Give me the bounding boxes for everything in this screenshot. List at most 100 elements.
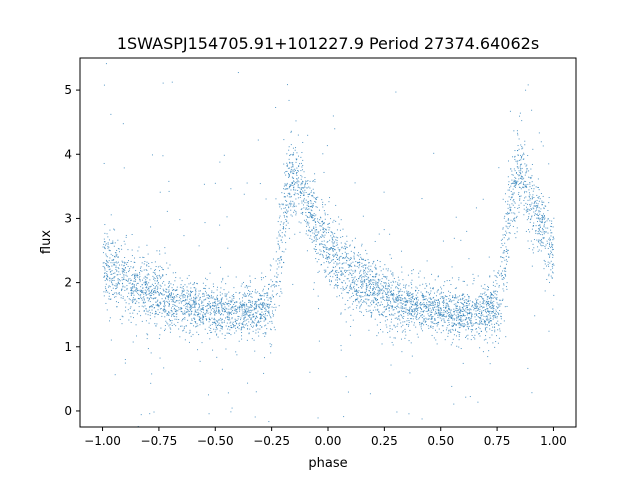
scatter-point: [323, 210, 325, 212]
scatter-point: [315, 234, 317, 236]
scatter-point: [329, 284, 331, 286]
scatter-point: [493, 291, 495, 293]
scatter-point: [407, 274, 409, 276]
scatter-point: [366, 303, 368, 305]
scatter-point: [340, 219, 342, 221]
scatter-point: [204, 299, 206, 301]
scatter-point: [416, 287, 418, 289]
scatter-point: [381, 293, 383, 295]
scatter-point: [396, 317, 398, 319]
scatter-point: [316, 229, 318, 231]
scatter-point: [408, 321, 410, 323]
scatter-point: [216, 296, 218, 298]
scatter-point: [502, 276, 504, 278]
scatter-point: [544, 263, 546, 265]
scatter-point: [460, 348, 462, 350]
scatter-point: [293, 186, 295, 188]
scatter-point: [112, 240, 114, 242]
scatter-point: [490, 299, 492, 301]
scatter-point: [237, 318, 239, 320]
scatter-point: [169, 294, 171, 296]
scatter-point: [403, 298, 405, 300]
scatter-point: [484, 294, 486, 296]
scatter-point: [110, 280, 112, 282]
scatter-point: [249, 300, 251, 302]
scatter-point: [352, 287, 354, 289]
scatter-point: [295, 173, 297, 175]
scatter-point: [410, 301, 412, 303]
scatter-point: [327, 273, 329, 275]
scatter-point: [153, 278, 155, 280]
scatter-point: [295, 198, 297, 200]
scatter-point: [138, 306, 140, 308]
scatter-point: [278, 285, 280, 287]
scatter-point: [233, 325, 235, 327]
scatter-point: [345, 253, 347, 255]
scatter-point: [285, 204, 287, 206]
scatter-point: [480, 296, 482, 298]
scatter-point: [115, 268, 117, 270]
scatter-point: [255, 305, 257, 307]
scatter-point: [523, 180, 525, 182]
scatter-point: [350, 265, 352, 267]
scatter-point: [181, 293, 183, 295]
scatter-point: [144, 284, 146, 286]
scatter-point: [402, 303, 404, 305]
scatter-point: [459, 306, 461, 308]
scatter-point: [478, 312, 480, 314]
scatter-point: [245, 295, 247, 297]
scatter-point: [314, 237, 316, 239]
scatter-point: [325, 257, 327, 259]
scatter-point: [514, 176, 516, 178]
scatter-point: [438, 315, 440, 317]
scatter-point: [507, 203, 509, 205]
scatter-point: [160, 327, 162, 329]
scatter-point: [193, 282, 195, 284]
scatter-point: [438, 302, 440, 304]
scatter-point: [481, 310, 483, 312]
scatter-point: [348, 259, 350, 261]
scatter-point: [280, 208, 282, 210]
scatter-point: [134, 290, 136, 292]
scatter-point: [146, 286, 148, 288]
scatter-point: [132, 293, 134, 295]
scatter-point: [327, 266, 329, 268]
scatter-point: [538, 215, 540, 217]
scatter-point: [193, 317, 195, 319]
scatter-point: [382, 268, 384, 270]
scatter-point: [495, 341, 497, 343]
scatter-point: [227, 275, 229, 277]
scatter-point: [465, 396, 467, 398]
scatter-point: [207, 303, 209, 305]
scatter-point: [490, 317, 492, 319]
scatter-point: [405, 303, 407, 305]
scatter-point: [400, 294, 402, 296]
scatter-point: [393, 324, 395, 326]
scatter-point: [548, 163, 550, 165]
scatter-point: [354, 300, 356, 302]
scatter-point: [517, 132, 519, 134]
scatter-point: [134, 299, 136, 301]
scatter-point: [424, 303, 426, 305]
scatter-point: [278, 305, 280, 307]
scatter-point: [202, 308, 204, 310]
scatter-point: [473, 309, 475, 311]
scatter-point: [167, 297, 169, 299]
scatter-point: [407, 294, 409, 296]
scatter-point: [289, 161, 291, 163]
scatter-point: [455, 295, 457, 297]
scatter-point: [117, 239, 119, 241]
scatter-point: [381, 289, 383, 291]
scatter-point: [194, 314, 196, 316]
scatter-point: [421, 314, 423, 316]
scatter-point: [531, 109, 533, 111]
scatter-point: [231, 318, 233, 320]
scatter-point: [500, 299, 502, 301]
scatter-point: [308, 201, 310, 203]
scatter-point: [291, 176, 293, 178]
scatter-point: [352, 295, 354, 297]
scatter-point: [322, 201, 324, 203]
scatter-point: [348, 274, 350, 276]
scatter-point: [539, 230, 541, 232]
scatter-point: [256, 312, 258, 314]
